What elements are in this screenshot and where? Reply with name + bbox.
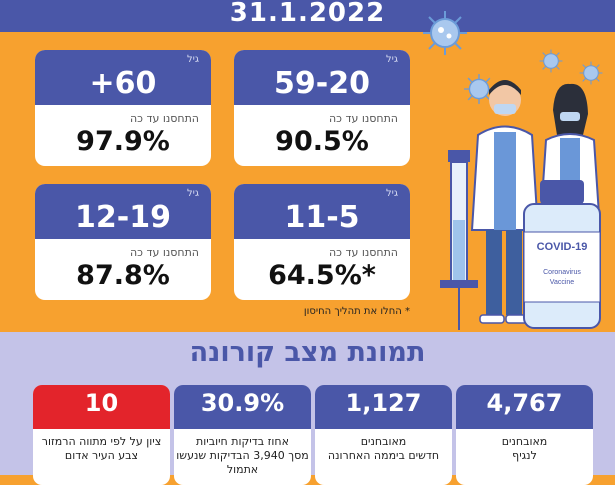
stat-label-line: חדשים ביממה האחרונה	[327, 449, 440, 462]
vaccinated-percent: 64.5%*	[268, 260, 376, 291]
age-unit-label: גיל	[186, 188, 199, 199]
virus-icon	[579, 61, 603, 85]
date-title: 31.1.2022	[229, 0, 386, 28]
vaccinated-percent: 87.8%	[76, 260, 170, 291]
age-range: +60	[89, 66, 157, 101]
virus-icon	[539, 49, 563, 73]
footnote: * החלו את תהליך החיסון	[303, 306, 410, 317]
stat-card-positive-rate: 30.9% אחוז בדיקות חיוביות מסך 3,940 הבדי…	[174, 385, 311, 485]
age-range: 11-5	[284, 200, 360, 235]
stat-card-city-color: 10 ציון על לפי מתווה הרמזור צבע העיר אדו…	[33, 385, 170, 485]
vial-sub-label: Vaccine	[550, 279, 574, 286]
stat-label-line: אחוז בדיקות חיוביות	[196, 435, 289, 448]
stat-value: 10	[84, 389, 119, 417]
age-unit-label: גיל	[385, 188, 398, 199]
age-card-20-59: גיל 59-20 התחסנו עד כה 90.5%	[234, 50, 410, 166]
age-range: 59-20	[274, 66, 370, 101]
vaccinated-label: התחסנו עד כה	[129, 112, 199, 125]
age-range: 12-19	[75, 200, 171, 235]
stat-label-line: צבע העיר אדום	[64, 449, 139, 462]
vaccinated-label: התחסנו עד כה	[129, 246, 199, 259]
vial-label: COVID-19	[537, 241, 588, 253]
age-unit-label: גיל	[385, 54, 398, 65]
vial-sub-label: Coronavirus	[543, 269, 581, 276]
vaccinated-label: התחסנו עד כה	[328, 112, 398, 125]
date-banner	[0, 0, 615, 32]
age-card-60-plus: גיל +60 התחסנו עד כה 97.9%	[35, 50, 211, 166]
stat-label-line: ציון על לפי מתווה הרמזור	[41, 435, 162, 448]
medical-staff-illustration: COVID-19 Coronavirus Vaccine	[440, 80, 602, 330]
virus-icon	[464, 74, 494, 104]
stat-label: מאובחנים לנגיף	[456, 435, 593, 463]
stat-label-line: מאובחנים	[360, 435, 407, 448]
virus-icon	[423, 11, 467, 55]
vaccinated-percent: 90.5%	[275, 126, 369, 157]
syringe-icon	[440, 150, 478, 330]
vaccinated-percent: 97.9%	[76, 126, 170, 157]
age-unit-label: גיל	[186, 54, 199, 65]
stat-label-line: מסך 3,940 הבדיקות שנעשו אתמול	[176, 449, 309, 476]
stat-value: 30.9%	[200, 389, 285, 417]
age-card-12-19: גיל 12-19 התחסנו עד כה 87.8%	[35, 184, 211, 300]
stat-value: 1,127	[345, 389, 422, 417]
stat-label: מאובחנים חדשים ביממה האחרונה	[315, 435, 452, 463]
stat-card-new-cases: 1,127 מאובחנים חדשים ביממה האחרונה	[315, 385, 452, 485]
age-card-5-11: גיל 11-5 התחסנו עד כה 64.5%*	[234, 184, 410, 300]
status-title: תמונת מצב קורונה	[189, 337, 426, 368]
stat-label-line: מאובחנים	[501, 435, 548, 448]
stat-label-line: לנגיף	[512, 449, 537, 462]
vaccine-vial-icon: COVID-19 Coronavirus Vaccine	[523, 180, 601, 329]
stat-card-total-cases: 4,767 מאובחנים לנגיף	[456, 385, 593, 485]
stat-label: ציון על לפי מתווה הרמזור צבע העיר אדום	[33, 435, 170, 463]
vaccinated-label: התחסנו עד כה	[328, 246, 398, 259]
stat-label: אחוז בדיקות חיוביות מסך 3,940 הבדיקות שנ…	[174, 435, 311, 477]
stat-value: 4,767	[486, 389, 563, 417]
